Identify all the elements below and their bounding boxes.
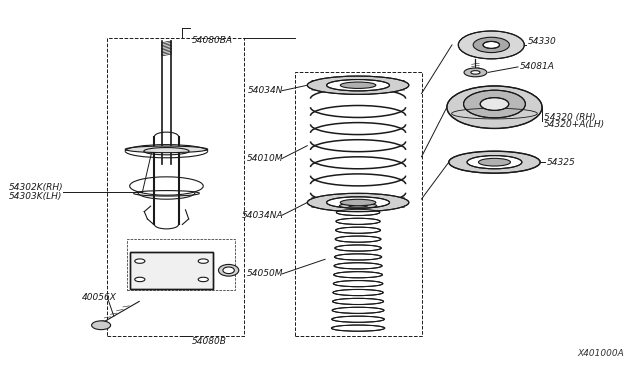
Text: 54080B: 54080B (192, 337, 227, 346)
Ellipse shape (340, 82, 376, 89)
Ellipse shape (335, 254, 381, 260)
Ellipse shape (479, 158, 511, 166)
Ellipse shape (332, 316, 385, 322)
Text: 54034N: 54034N (248, 86, 284, 95)
Ellipse shape (464, 68, 487, 77)
Ellipse shape (447, 86, 542, 128)
Ellipse shape (326, 197, 390, 208)
Ellipse shape (483, 41, 500, 48)
Ellipse shape (333, 272, 383, 278)
Ellipse shape (333, 280, 383, 287)
Bar (108, 38, 244, 336)
Bar (127, 239, 235, 291)
Ellipse shape (349, 205, 367, 207)
Ellipse shape (223, 267, 234, 273)
Ellipse shape (337, 209, 380, 215)
Ellipse shape (198, 259, 209, 263)
Ellipse shape (218, 264, 239, 276)
Ellipse shape (463, 90, 525, 118)
Ellipse shape (449, 151, 540, 173)
Text: 54303K(LH): 54303K(LH) (9, 192, 63, 201)
Ellipse shape (467, 155, 522, 169)
Text: 54320+A(LH): 54320+A(LH) (544, 120, 605, 129)
Ellipse shape (335, 227, 381, 233)
Ellipse shape (307, 76, 409, 94)
Ellipse shape (135, 259, 145, 263)
Ellipse shape (335, 245, 381, 251)
Bar (131, 252, 212, 289)
Ellipse shape (339, 203, 377, 208)
Text: 40056X: 40056X (82, 293, 117, 302)
Text: 54034NA: 54034NA (241, 211, 284, 220)
Text: 54325: 54325 (547, 158, 576, 167)
Ellipse shape (335, 236, 381, 242)
Text: 54050M: 54050M (246, 269, 284, 279)
Ellipse shape (307, 193, 409, 212)
Text: 54330: 54330 (528, 37, 557, 46)
Ellipse shape (471, 71, 480, 74)
Ellipse shape (334, 263, 382, 269)
Ellipse shape (336, 218, 380, 224)
Ellipse shape (198, 277, 209, 282)
Bar (294, 73, 422, 336)
Ellipse shape (92, 321, 111, 330)
Text: X401000A: X401000A (578, 349, 625, 358)
Ellipse shape (135, 277, 145, 282)
Ellipse shape (333, 298, 383, 305)
Text: 54080BA: 54080BA (192, 36, 233, 45)
Ellipse shape (326, 80, 390, 91)
Ellipse shape (480, 98, 509, 110)
Text: 54302K(RH): 54302K(RH) (9, 183, 64, 192)
Text: 54081A: 54081A (520, 62, 555, 71)
Ellipse shape (458, 31, 524, 59)
Bar (131, 252, 212, 289)
Ellipse shape (473, 37, 509, 52)
Ellipse shape (332, 307, 384, 313)
Text: 54320 (RH): 54320 (RH) (544, 113, 596, 122)
Text: 54010M: 54010M (246, 154, 284, 163)
Ellipse shape (333, 289, 383, 296)
Ellipse shape (125, 146, 208, 153)
Ellipse shape (332, 325, 385, 331)
Ellipse shape (340, 199, 376, 206)
